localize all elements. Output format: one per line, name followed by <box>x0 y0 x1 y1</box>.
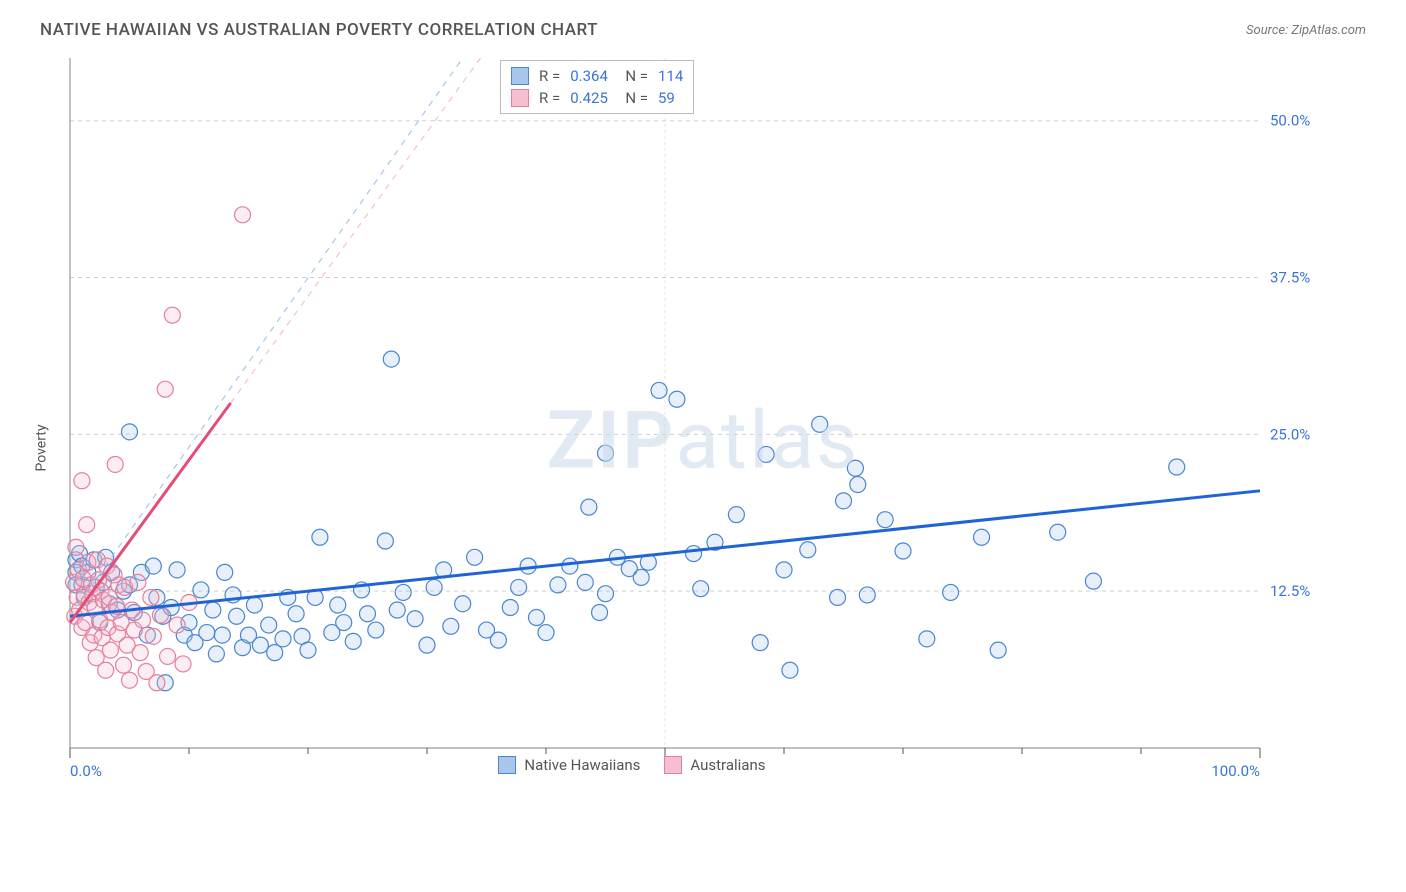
legend-label: Native Hawaiians <box>524 756 640 774</box>
svg-text:50.0%: 50.0% <box>1270 112 1310 130</box>
swatch-series-0 <box>511 67 529 85</box>
corr-N-label: N = <box>618 67 648 85</box>
chart-title: NATIVE HAWAIIAN VS AUSTRALIAN POVERTY CO… <box>40 20 598 40</box>
chart-container: NATIVE HAWAIIAN VS AUSTRALIAN POVERTY CO… <box>0 0 1406 892</box>
svg-text:100.0%: 100.0% <box>1211 762 1260 780</box>
scatter-plot: 12.5% 25.0% 37.5% 50.0% 0.0% 100.0% Native Haw… <box>40 48 1340 788</box>
corr-R-label: R = <box>539 89 560 107</box>
corr-R-label: R = <box>539 67 560 85</box>
legend-item-1: Australians <box>664 756 765 774</box>
plot-area: Poverty 12.5%25.0%37.5%50.0%0.0%100.0%Na… <box>40 48 1366 848</box>
correlation-legend-box: R = 0.364 N = 114 R = 0.425 N = 59 <box>500 60 694 114</box>
legend-label: Australians <box>690 756 765 774</box>
corr-N-label: N = <box>618 89 648 107</box>
corr-row-1: R = 0.425 N = 59 <box>509 87 685 109</box>
y-axis-title: Poverty <box>34 424 50 471</box>
legend-swatch-icon <box>498 756 516 774</box>
corr-N-1: 59 <box>658 89 675 107</box>
svg-text:0.0%: 0.0% <box>70 762 102 780</box>
corr-N-0: 114 <box>658 67 683 85</box>
swatch-series-1 <box>511 89 529 107</box>
svg-text:37.5%: 37.5% <box>1270 269 1310 287</box>
source-label: Source: ZipAtlas.com <box>1246 23 1366 38</box>
corr-row-0: R = 0.364 N = 114 <box>509 65 685 87</box>
legend-item-0: Native Hawaiians <box>498 756 640 774</box>
corr-R-0: 0.364 <box>570 67 608 85</box>
svg-text:25.0%: 25.0% <box>1270 425 1310 443</box>
svg-text:12.5%: 12.5% <box>1270 582 1310 600</box>
legend-swatch-icon <box>664 756 682 774</box>
header: NATIVE HAWAIIAN VS AUSTRALIAN POVERTY CO… <box>40 20 1366 40</box>
corr-R-1: 0.425 <box>570 89 608 107</box>
